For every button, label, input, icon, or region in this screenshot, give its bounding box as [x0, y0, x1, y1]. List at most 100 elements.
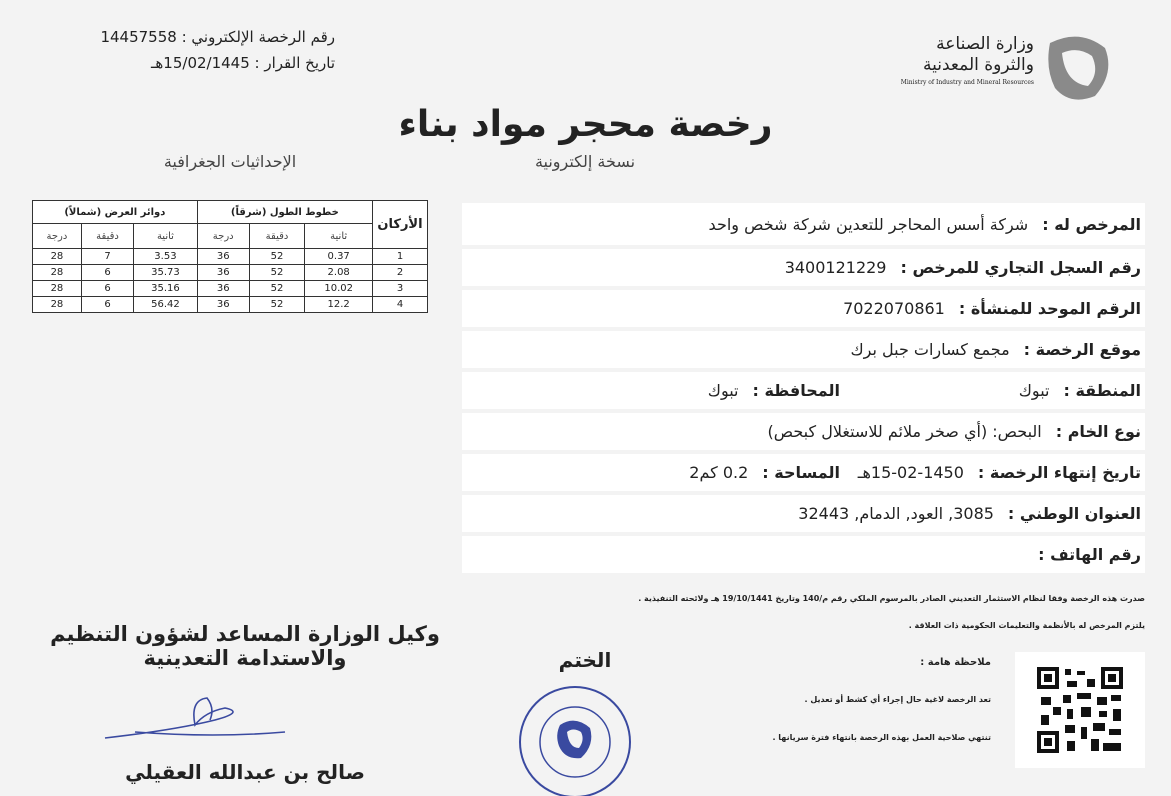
ministry-name: وزارة الصناعة	[936, 34, 1034, 54]
cell: 28	[32, 264, 82, 281]
data-row: 2 2.08 52 36 35.73 6 28	[32, 264, 428, 281]
field-label: الرقم الموحد للمنشأة :	[958, 299, 1141, 318]
ministry-name-en: Ministry of Industry and Mineral Resourc…	[900, 79, 1034, 86]
field-label: رقم السجل التجاري للمرخص :	[900, 258, 1141, 277]
field-row: العنوان الوطني : 3085, العود, الدمام, 324…	[462, 495, 1145, 532]
field-row: موقع الرخصة : مجمع كسارات جبل برك	[462, 331, 1145, 368]
label: تاريخ القرار :	[254, 54, 335, 72]
field-value: مجمع كسارات جبل برك	[850, 340, 1010, 359]
field-label: رقم الهاتف :	[1038, 545, 1141, 564]
cell: 56.42	[133, 296, 198, 313]
coordinates-table: الأركان خطوط الطول (شرقاً) دوائر العرض (شم…	[32, 200, 428, 313]
ministry-name: والثروة المعدنية	[923, 55, 1034, 75]
cell: 35.73	[133, 264, 198, 281]
value: 15/02/1445هـ	[150, 54, 250, 72]
field-row: نوع الخام : البحص: (أي صخر ملائم للاستغلا…	[462, 413, 1145, 450]
sub-header: ثانية	[304, 223, 373, 249]
coordinates-title: الإحداثيات الجغرافية	[163, 152, 297, 171]
title: رخصة محجر مواد بناء	[398, 104, 773, 145]
stamp-label: الختم	[558, 648, 612, 672]
field-label: المحافظة :	[752, 381, 841, 400]
note: يلتزم المرخص له بالأنظمة والتعليمات الحك…	[908, 621, 1145, 630]
second-field: المساحة : 0.2 كم2	[689, 463, 840, 482]
cell: 28	[32, 280, 82, 297]
qr-code	[1037, 667, 1123, 753]
cell: 6	[80, 280, 135, 297]
cell: 6	[80, 264, 135, 281]
second-field: المحافظة : تبوك	[708, 381, 840, 400]
cell: 6	[80, 296, 135, 313]
field-row: تاريخ إنتهاء الرخصة : 15-02-1450هـ المساحة…	[462, 454, 1145, 491]
cell: 2.08	[304, 264, 373, 281]
field-label: العنوان الوطني :	[1007, 504, 1141, 523]
fields: المرخص له : شركة أسس المحاجر للتعدين شركة…	[462, 203, 1145, 577]
sub-header: دقيقة	[80, 223, 135, 249]
ministry-logo	[1048, 36, 1109, 100]
important-title: ملاحظة هامة :	[920, 657, 991, 668]
field-value: 3085, العود, الدمام, 32443	[798, 504, 994, 523]
field-row: الرقم الموحد للمنشأة : 7022070861	[462, 290, 1145, 327]
stamp	[519, 686, 631, 796]
cell: 7	[80, 248, 135, 265]
field-row: رقم الهاتف :	[462, 536, 1145, 573]
field-value: البحص: (أي صخر ملائم للاستغلال كبحص)	[767, 422, 1042, 441]
field-label: المنطقة :	[1063, 381, 1141, 400]
field-value: 0.2 كم2	[689, 463, 749, 482]
cell: 3	[372, 280, 428, 297]
field-label: تاريخ إنتهاء الرخصة :	[977, 463, 1141, 482]
corner-header: الأركان	[372, 200, 428, 249]
field-value: تبوك	[707, 381, 739, 400]
sub-header: درجة	[196, 223, 250, 249]
label: رقم الرخصة الإلكتروني :	[181, 28, 335, 46]
important-item: تنتهي صلاحية العمل بهذه الرخصة بانتهاء ف…	[772, 733, 991, 742]
cell: 28	[32, 248, 82, 265]
field-row: المنطقة : تبوك المحافظة : تبوك	[462, 372, 1145, 409]
field-row: رقم السجل التجاري للمرخص : 3400121229	[462, 249, 1145, 286]
cell: 0.37	[304, 248, 373, 265]
cell: 36	[196, 296, 250, 313]
cell: 4	[372, 296, 428, 313]
cell: 1	[372, 248, 428, 265]
field-label: المرخص له :	[1042, 214, 1141, 234]
title-line: والاستدامة التعدينية	[143, 646, 347, 670]
longitude-header: خطوط الطول (شرقاً)	[196, 200, 374, 224]
sub-header: درجة	[32, 223, 82, 249]
data-row: 3 10.02 52 36 35.16 6 28	[32, 280, 428, 297]
cell: 28	[32, 296, 82, 313]
field-row: المرخص له : شركة أسس المحاجر للتعدين شركة…	[462, 203, 1145, 245]
sub-header: ثانية	[133, 223, 198, 249]
cell: 36	[196, 264, 250, 281]
qr-box	[1015, 652, 1145, 768]
license-number: رقم الرخصة الإلكتروني : 14457558	[100, 28, 335, 46]
important-item: تعد الرخصة لاغية حال إجراء أي كشط أو تعد…	[804, 695, 991, 704]
field-label: موقع الرخصة :	[1023, 340, 1141, 359]
subheader-row: ثانية دقيقة درجة ثانية دقيقة درجة	[32, 223, 428, 249]
signature	[104, 697, 286, 739]
cell: 52	[248, 248, 306, 265]
cell: 12.2	[304, 296, 373, 313]
field-label: المساحة :	[762, 463, 840, 482]
field-value: 15-02-1450هـ	[857, 463, 964, 482]
cell: 36	[196, 280, 250, 297]
note: صدرت هذه الرخصة وفقا لنظام الاستثمار الت…	[638, 594, 1145, 603]
field-value: شركة أسس المحاجر للتعدين شركة شخص واحد	[708, 214, 1029, 234]
title-line: وكيل الوزارة المساعد لشؤون التنظيم	[50, 622, 440, 646]
cell: 3.53	[133, 248, 198, 265]
cell: 2	[372, 264, 428, 281]
field-value: 3400121229	[784, 258, 887, 277]
subtitle: نسخة إلكترونية	[534, 152, 636, 171]
field-value: 7022070861	[843, 299, 945, 318]
sub-header: دقيقة	[248, 223, 306, 249]
data-row: 1 0.37 52 36 3.53 7 28	[32, 248, 428, 265]
cell: 10.02	[304, 280, 373, 297]
data-row: 4 12.2 52 36 56.42 6 28	[32, 296, 428, 313]
signatory-name: صالح بن عبدالله العقيلي	[125, 760, 365, 784]
cell: 52	[248, 280, 306, 297]
field-label: نوع الخام :	[1055, 422, 1141, 441]
cell: 52	[248, 296, 306, 313]
signatory-title: وكيل الوزارة المساعد لشؤون التنظيم والاست…	[20, 622, 470, 670]
cell: 35.16	[133, 280, 198, 297]
field-value: تبوك	[1018, 381, 1050, 400]
value: 14457558	[100, 28, 177, 46]
